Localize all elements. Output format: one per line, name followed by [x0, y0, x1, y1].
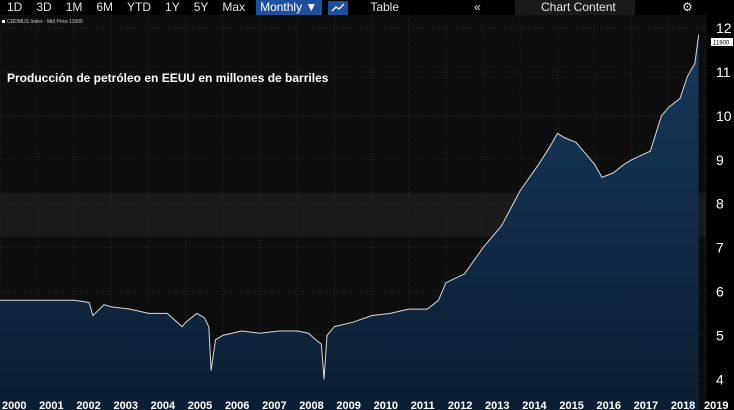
line-chart-icon[interactable] — [328, 0, 349, 15]
x-tick-label: 2000 — [2, 400, 26, 410]
table-button[interactable]: Table — [370, 0, 399, 14]
y-tick-label: 10 — [716, 108, 732, 124]
range-button-1y[interactable]: 1Y — [165, 0, 180, 14]
y-tick-label: 7 — [716, 240, 724, 256]
x-tick-label: 2017 — [634, 400, 658, 410]
frequency-dropdown[interactable]: Monthly ▼ — [256, 0, 323, 15]
range-button-3d[interactable]: 3D — [36, 0, 52, 14]
chart-title: Producción de petróleo en EEUU en millon… — [7, 71, 329, 85]
series-line — [0, 34, 700, 380]
legend-swatch — [2, 20, 5, 23]
x-tick-label: 2005 — [188, 400, 212, 410]
collapse-icon[interactable]: « — [474, 0, 481, 14]
x-tick-label: 2019 — [704, 400, 728, 410]
range-button-6m[interactable]: 6M — [96, 0, 114, 14]
last-value-box — [711, 38, 733, 46]
range-button-ytd[interactable]: YTD — [127, 0, 152, 14]
x-axis: 2000 2001 2002 2003 2004 2005 2006 2007 2008 2009… — [2, 400, 728, 410]
x-tick-label: 2016 — [597, 400, 621, 410]
gear-icon[interactable]: ⚙ — [682, 0, 693, 14]
range-buttons: 1D 3D 1M 6M YTD 1Y 5Y Max — [0, 0, 252, 15]
chart-area: 4 5 6 7 8 9 10 11 12 2000 2001 2002 2003 2004 2005 200… — [0, 15, 734, 410]
y-tick-label: 11 — [716, 64, 731, 80]
grid — [0, 15, 707, 398]
x-tick-label: 2002 — [76, 400, 100, 410]
x-tick-label: 2011 — [411, 400, 435, 410]
line-chart-glyph — [331, 3, 345, 11]
area-fill — [0, 34, 699, 410]
x-tick-label: 2012 — [448, 400, 472, 410]
x-tick-label: 2010 — [374, 400, 398, 410]
x-tick-label: 2014 — [522, 400, 547, 410]
y-tick-label: 4 — [716, 371, 724, 387]
y-tick-label: 5 — [716, 327, 724, 343]
last-value-text: 11900 — [713, 41, 730, 47]
toolbar: 1D 3D 1M 6M YTD 1Y 5Y Max Monthly ▼ Table « Cha… — [0, 0, 734, 15]
legend: CRDMUS Index - Mid Price 11900 — [2, 19, 83, 25]
y-tick-label: 6 — [716, 284, 724, 300]
x-tick-label: 2008 — [299, 400, 323, 410]
range-button-1d[interactable]: 1D — [7, 0, 23, 14]
x-tick-label: 2001 — [39, 400, 63, 410]
x-tick-label: 2009 — [336, 400, 360, 410]
y-tick-label: 9 — [716, 152, 724, 168]
chart-content-button[interactable]: Chart Content — [515, 0, 635, 15]
y-axis: 4 5 6 7 8 9 10 11 12 — [716, 20, 732, 387]
x-tick-label: 2007 — [262, 400, 286, 410]
y-tick-label: 8 — [716, 196, 724, 212]
y-tick-label: 12 — [716, 20, 732, 36]
chart-content-label: Chart Content — [541, 0, 616, 14]
legend-text: CRDMUS Index - Mid Price 11900 — [7, 19, 83, 25]
x-tick-label: 2018 — [671, 400, 695, 410]
x-tick-label: 2015 — [559, 400, 583, 410]
range-button-1m[interactable]: 1M — [65, 0, 83, 14]
range-button-5y[interactable]: 5Y — [193, 0, 209, 14]
x-tick-label: 2006 — [225, 400, 249, 410]
x-tick-label: 2003 — [113, 400, 137, 410]
x-tick-label: 2013 — [485, 400, 509, 410]
x-tick-label: 2004 — [151, 400, 176, 410]
range-button-max[interactable]: Max — [222, 0, 246, 14]
last-value-badge: 11900 — [711, 38, 733, 47]
